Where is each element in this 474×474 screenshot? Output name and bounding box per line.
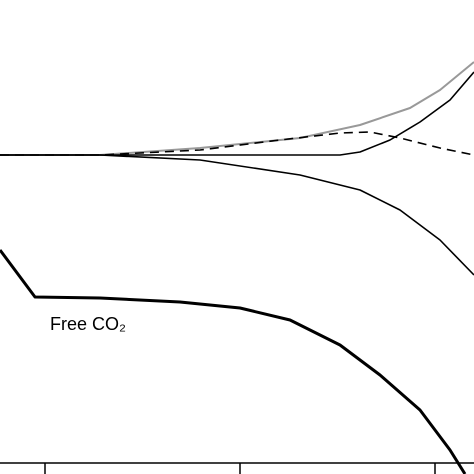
line xyxy=(0,61,474,156)
line xyxy=(0,71,474,156)
series-label: Free CO₂ xyxy=(50,314,126,334)
line xyxy=(0,154,474,276)
line xyxy=(0,249,467,474)
